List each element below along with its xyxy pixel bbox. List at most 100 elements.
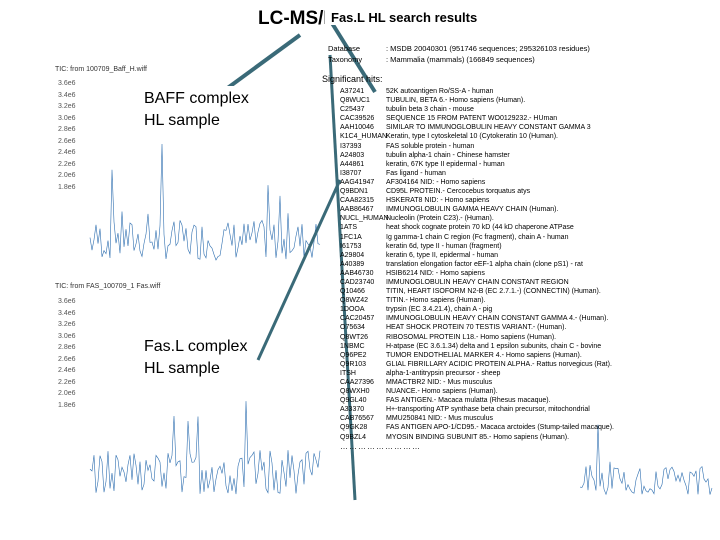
trace-line	[89, 143, 321, 261]
hit-accession: Q8WXH0	[340, 388, 370, 396]
hit-description: H-atpase (EC 3.6.1.34) delta and 1 epsil…	[386, 342, 602, 350]
hit-row: 1FC1A Ig gamma-1 chain C region (Fc fragm…	[340, 233, 720, 242]
arrow-line-3	[328, 54, 357, 501]
hit-description: heat shock cognate protein 70 kD (44 kD …	[386, 224, 574, 232]
hit-accession: CAA82315	[340, 197, 374, 205]
taxonomy-label: Taxonomy	[328, 55, 363, 64]
hit-description: FAS ANTIGEN APO-1/CD95.- Macaca arctoide…	[386, 424, 614, 432]
hit-accession: A40389	[340, 260, 365, 268]
database-row: Database: MSDB 20040301 (951746 sequence…	[328, 44, 590, 53]
hit-accession: O75634	[340, 324, 365, 332]
hit-accession: Q8WUC1	[340, 97, 370, 105]
hit-accession: A24803	[340, 151, 365, 159]
hit-accession: I37393	[340, 142, 362, 150]
hit-row: A44861 keratin, 67K type II epidermal - h…	[340, 160, 720, 169]
hit-row: I38707 Fas ligand - human	[340, 169, 720, 178]
hit-description: keratin 6d, type II - human (fragment)	[386, 242, 502, 250]
hit-description: IMMUNOGLOBULIN HEAVY CHAIN CONSTANT REGI…	[386, 278, 569, 286]
hit-description: 52K autoantigen Ro/SS-A - human	[386, 88, 494, 95]
hit-description: SIMILAR TO IMMUNOGLOBULIN HEAVY CONSTANT…	[386, 124, 591, 132]
database-label: Database	[328, 44, 361, 53]
hit-row: AAG41947 AF304164 NID: - Homo sapiens	[340, 178, 720, 187]
hit-row: C25437 tubulin beta 3 chain - mouse	[340, 105, 720, 114]
hit-row: CAB76567 MMU250841 NID: - Mus musculus	[340, 414, 720, 423]
hit-accession: A33370	[340, 406, 365, 414]
hit-description: HSKERAT8 NID: - Homo sapiens	[386, 197, 490, 205]
hit-description: Keratin, type I cytoskeletal 10 (Cytoker…	[386, 133, 558, 141]
hit-description: FAS ANTIGEN.- Macaca mulatta (Rhesus mac…	[386, 397, 551, 405]
baff-label-line-1: BAFF complex	[144, 90, 249, 107]
y-tick-label: 2.6e6	[58, 355, 76, 363]
hit-description: IMMUNOGLOBULIN HEAVY CHAIN CONSTANT GAMM…	[386, 315, 609, 323]
y-tick-label: 1.8e6	[58, 401, 76, 409]
hit-description: TITIN.- Homo sapiens (Human).	[386, 297, 486, 305]
hit-row: AAB46730 HSIB6214 NID: - Homo sapiens	[340, 269, 720, 278]
hit-row: Q96PE2 TUMOR ENDOTHELIAL MARKER 4.- Homo …	[340, 351, 720, 360]
hit-row: 1NBMC H-atpase (EC 3.6.1.34) delta and 1 …	[340, 342, 720, 351]
hit-description: MMU250841 NID: - Mus musculus	[386, 415, 493, 423]
hit-accession: 1NBMC	[340, 342, 365, 350]
hit-row: I37393 FAS soluble protein - human	[340, 142, 720, 151]
hit-row: CAA82315 HSKERAT8 NID: - Homo sapiens	[340, 196, 720, 205]
y-tick-label: 2.4e6	[58, 367, 76, 374]
hit-description: HEAT SHOCK PROTEIN 70 TESTIS VARIANT.- (…	[386, 324, 567, 332]
hit-row: NUCL_HUMANNucleolin (Protein C23).- (Hum…	[340, 214, 720, 223]
hit-row: CAA27396 MMACTBR2 NID: - Mus musculus	[340, 378, 720, 387]
hit-accession: Q9GL40	[340, 397, 367, 405]
tic-label-top: TIC: from 100709_Baff_H.wiff	[55, 66, 147, 73]
hit-description: TUMOR ENDOTHELIAL MARKER 4.- Homo sapien…	[386, 351, 582, 359]
popup-title: Fas.L HL search results	[325, 10, 484, 25]
hit-description: MMACTBR2 NID: - Mus musculus	[386, 379, 493, 386]
arrow-line-2	[328, 18, 377, 94]
y-tick-label: 3.2e6	[58, 103, 76, 110]
hit-description: GLIAL FIBRILLARY ACIDIC PROTEIN ALPHA.- …	[386, 360, 612, 368]
hit-description: AF304164 NID: - Homo sapiens	[386, 178, 486, 186]
y-tick-label: 3.4e6	[58, 91, 76, 99]
hit-row: Q9R103 GLIAL FIBRILLARY ACIDIC PROTEIN AL…	[340, 360, 720, 369]
hit-accession: CAB76567	[340, 415, 374, 423]
y-tick-label: 3.6e6	[58, 298, 76, 305]
hit-accession: CAC39526	[340, 115, 375, 123]
hit-accession: Q10466	[340, 288, 365, 296]
hit-description: SEQUENCE 15 FROM PATENT WO0129232.- HUma…	[386, 115, 558, 123]
hit-accession: ITSH	[340, 369, 356, 377]
hit-row: Q10466 TITIN, HEART ISOFORM N2-B (EC 2.7.…	[340, 287, 720, 296]
arrow-line-4	[256, 179, 342, 361]
hit-row: CAD23740 IMMUNOGLOBULIN HEAVY CHAIN CONST…	[340, 278, 720, 287]
y-tick-label: 3.2e6	[58, 321, 76, 328]
hit-accession: Q9BZL4	[340, 433, 367, 441]
hit-description: keratin 6, type II, epidermal - human	[386, 251, 499, 259]
hit-row: Q8WZ42 TITIN.- Homo sapiens (Human).	[340, 296, 720, 305]
y-tick-label: 2.6e6	[58, 137, 76, 145]
trace-line	[89, 401, 321, 495]
hit-description: tubulin alpha-1 chain - Chinese hamster	[386, 151, 510, 159]
hit-row: A24803 tubulin alpha-1 chain - Chinese ha…	[340, 151, 720, 160]
y-tick-label: 3.4e6	[58, 309, 76, 317]
hit-row: Q8WT26 RIBOSOMAL PROTEIN L18.- Homo sapie…	[340, 333, 720, 342]
trace-bottom	[89, 401, 713, 496]
trace-line	[579, 424, 713, 496]
hit-row: 1ATS heat shock cognate protein 70 kD (44…	[340, 223, 720, 232]
hit-row: K1C4_HUMANKeratin, type I cytoskeletal 1…	[340, 132, 720, 141]
hit-row: AAB86467 IMMUNOGLOBULIN GAMMA HEAVY CHAIN…	[340, 205, 720, 214]
hit-accession: I38707	[340, 169, 362, 177]
hit-accession: A44861	[340, 160, 365, 168]
hit-accession: CAD23740	[340, 278, 375, 286]
hit-row: Q8WUC1 TUBULIN, BETA 6.- Homo sapiens (Hu…	[340, 96, 720, 105]
hit-description: keratin, 67K type II epidermal - human	[386, 160, 505, 168]
y-tick-label: 2.2e6	[58, 160, 76, 168]
hit-row: A37241 52K autoantigen Ro/SS-A - human	[340, 87, 720, 96]
hits-list: A37241 52K autoantigen Ro/SS-A - human Q8W…	[340, 87, 720, 451]
y-tick-label: 3.6e6	[58, 80, 76, 87]
hit-row: Q9GL40 FAS ANTIGEN.- Macaca mulatta (Rhes…	[340, 396, 720, 405]
hit-accession: 1FC1A	[340, 233, 362, 241]
hit-description: tubulin beta 3 chain - mouse	[386, 106, 474, 114]
baff-label-line-2: HL sample	[144, 112, 220, 129]
hit-description: HSIB6214 NID: - Homo sapiens	[386, 269, 485, 277]
hit-description: RIBOSOMAL PROTEIN L18.- Homo sapiens (Hu…	[386, 333, 557, 341]
hit-row: Q9BDN1 CD95L PROTEIN.- Cercocebus torquat…	[340, 187, 720, 196]
hit-row: A40389 translation elongation factor eEF-…	[340, 260, 720, 269]
hit-description: alpha-1-antitrypsin precursor - sheep	[386, 369, 501, 377]
hit-row: CAC20457 IMMUNOGLOBULIN HEAVY CHAIN CONST…	[340, 314, 720, 323]
